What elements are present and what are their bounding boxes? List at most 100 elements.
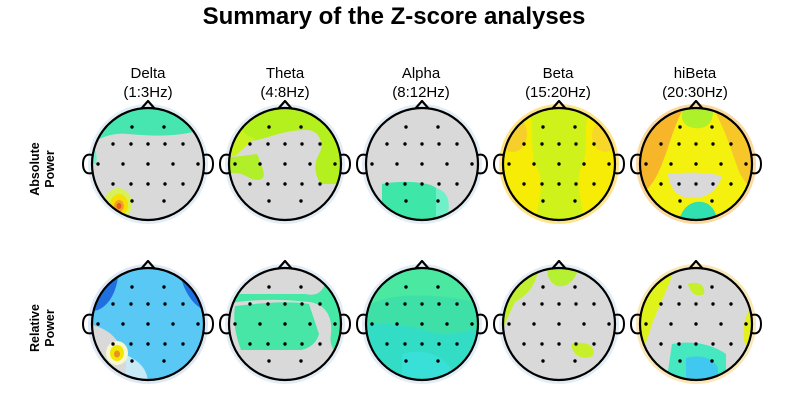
electrode-dot bbox=[308, 322, 312, 326]
electrode-dot bbox=[300, 342, 304, 346]
electrode-dot bbox=[171, 162, 175, 166]
electrode-dot bbox=[669, 162, 673, 166]
electrode-dot bbox=[455, 182, 459, 186]
electrode-dot bbox=[573, 285, 577, 289]
head-outline bbox=[638, 266, 754, 382]
electrode-dot bbox=[111, 302, 115, 306]
electrodes bbox=[233, 285, 337, 363]
electrode-dot bbox=[163, 342, 167, 346]
electrode-dot bbox=[385, 302, 389, 306]
electrode-dot bbox=[395, 322, 399, 326]
electrode-dot bbox=[557, 162, 561, 166]
electrode-dot bbox=[532, 162, 536, 166]
electrode-dot bbox=[744, 162, 748, 166]
right-ear-icon bbox=[614, 153, 626, 175]
headmap-relative-delta bbox=[81, 259, 215, 384]
electrode-dot bbox=[744, 322, 748, 326]
electrode-dot bbox=[582, 322, 586, 326]
electrode-dot bbox=[370, 322, 374, 326]
electrode-dot bbox=[267, 125, 271, 129]
electrode-dot bbox=[541, 125, 545, 129]
band-range: (20:30Hz) bbox=[662, 84, 728, 101]
electrode-dot bbox=[146, 182, 150, 186]
right-ear-icon bbox=[614, 313, 626, 335]
electrode-dot bbox=[592, 142, 596, 146]
electrode-dot bbox=[266, 302, 270, 306]
electrode-dot bbox=[557, 182, 561, 186]
head-outline bbox=[227, 106, 343, 222]
head-outline bbox=[501, 266, 617, 382]
electrode-dot bbox=[669, 322, 673, 326]
nose-icon bbox=[688, 99, 704, 110]
electrodes bbox=[96, 285, 200, 363]
electrode-dot bbox=[130, 125, 134, 129]
electrode-dot bbox=[385, 342, 389, 346]
right-ear-icon bbox=[203, 313, 215, 335]
nose-icon bbox=[140, 259, 156, 270]
electrode-dot bbox=[111, 182, 115, 186]
left-ear-icon bbox=[218, 313, 230, 335]
electrode-dot bbox=[455, 342, 459, 346]
row-label-absolute-power: Absolute Power bbox=[28, 109, 62, 229]
electrode-dot bbox=[308, 162, 312, 166]
electrode-dot bbox=[644, 162, 648, 166]
electrode-dot bbox=[162, 125, 166, 129]
electrode-dot bbox=[121, 162, 125, 166]
electrode-dot bbox=[729, 342, 733, 346]
electrode-dot bbox=[522, 302, 526, 306]
electrode-dot bbox=[420, 162, 424, 166]
electrode-dot bbox=[299, 125, 303, 129]
figure-title: Summary of the Z-score analyses bbox=[202, 3, 586, 30]
electrode-dot bbox=[678, 285, 682, 289]
electrode-dot bbox=[248, 302, 252, 306]
electrode-dot bbox=[557, 142, 561, 146]
electrode-dot bbox=[420, 342, 424, 346]
electrode-dot bbox=[96, 322, 100, 326]
band-name: Alpha bbox=[401, 65, 441, 82]
electrode-dot bbox=[299, 359, 303, 363]
electrode-dot bbox=[557, 342, 561, 346]
right-ear-icon bbox=[751, 153, 763, 175]
electrodes bbox=[233, 125, 337, 203]
row-label-line: Power bbox=[43, 309, 57, 347]
electrode-dot bbox=[129, 342, 133, 346]
electrode-dot bbox=[267, 285, 271, 289]
electrode-dot bbox=[592, 182, 596, 186]
electrode-dot bbox=[370, 162, 374, 166]
electrode-dot bbox=[333, 162, 337, 166]
electrodes bbox=[370, 125, 474, 203]
headmap-absolute-beta bbox=[492, 99, 626, 224]
left-ear-icon bbox=[629, 313, 641, 335]
electrode-dot bbox=[146, 342, 150, 346]
band-range: (15:20Hz) bbox=[525, 84, 591, 101]
column-label-alpha: Alpha (8:12Hz) bbox=[366, 64, 476, 102]
electrode-dot bbox=[711, 342, 715, 346]
row-label-line: Absolute bbox=[28, 142, 42, 196]
electrode-dot bbox=[677, 342, 681, 346]
nose-icon bbox=[551, 99, 567, 110]
electrode-dot bbox=[729, 182, 733, 186]
electrode-dot bbox=[574, 182, 578, 186]
electrode-dot bbox=[678, 359, 682, 363]
electrodes bbox=[96, 125, 200, 203]
electrode-dot bbox=[445, 162, 449, 166]
electrode-dot bbox=[540, 142, 544, 146]
right-ear-icon bbox=[340, 153, 352, 175]
electrode-dot bbox=[557, 322, 561, 326]
electrode-dot bbox=[437, 342, 441, 346]
electrode-dot bbox=[455, 302, 459, 306]
electrode-dot bbox=[694, 182, 698, 186]
electrode-dot bbox=[582, 162, 586, 166]
electrode-dot bbox=[710, 285, 714, 289]
headmap-relative-hibeta bbox=[629, 259, 763, 384]
head-outline bbox=[90, 266, 206, 382]
electrode-dot bbox=[385, 142, 389, 146]
electrode-dot bbox=[129, 182, 133, 186]
electrode-dot bbox=[710, 359, 714, 363]
column-label-theta: Theta (4:8Hz) bbox=[230, 64, 340, 102]
band-range: (4:8Hz) bbox=[260, 84, 310, 101]
electrode-dot bbox=[283, 322, 287, 326]
electrode-dot bbox=[233, 322, 237, 326]
electrode-dot bbox=[694, 322, 698, 326]
electrode-dot bbox=[659, 142, 663, 146]
